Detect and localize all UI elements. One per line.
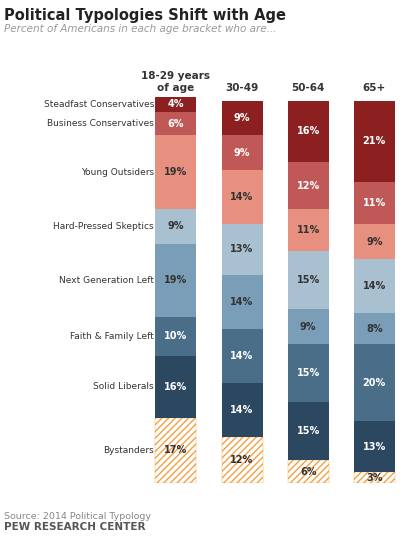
Text: Steadfast Conservatives: Steadfast Conservatives: [44, 100, 154, 109]
Text: Next Generation Left: Next Generation Left: [59, 276, 154, 285]
Bar: [288, 162, 329, 209]
Text: 21%: 21%: [363, 136, 386, 146]
Text: 4%: 4%: [168, 99, 184, 110]
Bar: [354, 471, 395, 483]
Text: 15%: 15%: [297, 368, 320, 378]
Text: 11%: 11%: [363, 198, 386, 208]
Text: 3%: 3%: [366, 473, 383, 483]
Bar: [288, 460, 329, 483]
Bar: [221, 329, 262, 383]
Text: 9%: 9%: [366, 237, 383, 246]
Text: 12%: 12%: [297, 180, 320, 191]
Text: 13%: 13%: [363, 441, 386, 452]
Bar: [155, 112, 197, 135]
Text: 12%: 12%: [231, 455, 254, 465]
Text: 14%: 14%: [231, 296, 254, 307]
Text: 11%: 11%: [297, 225, 320, 235]
Text: Business Conservatives: Business Conservatives: [47, 119, 154, 128]
Bar: [288, 309, 329, 344]
Bar: [288, 344, 329, 402]
Text: Source: 2014 Political Typology: Source: 2014 Political Typology: [4, 512, 151, 521]
Bar: [354, 182, 395, 224]
Bar: [155, 135, 197, 209]
Text: 10%: 10%: [164, 331, 187, 342]
Text: Bystanders: Bystanders: [103, 446, 154, 455]
Text: 9%: 9%: [300, 322, 316, 332]
Bar: [354, 259, 395, 313]
Text: 8%: 8%: [366, 324, 383, 333]
Text: 14%: 14%: [231, 351, 254, 361]
Text: 9%: 9%: [234, 148, 250, 158]
Bar: [221, 437, 262, 483]
Text: 13%: 13%: [231, 244, 254, 255]
Bar: [288, 100, 329, 162]
Bar: [221, 437, 262, 483]
Bar: [221, 170, 262, 224]
Text: 14%: 14%: [231, 405, 254, 415]
Text: 16%: 16%: [164, 382, 187, 391]
Bar: [354, 344, 395, 422]
Text: 20%: 20%: [363, 378, 386, 388]
Text: 16%: 16%: [297, 126, 320, 136]
Bar: [155, 355, 197, 418]
Bar: [221, 274, 262, 329]
Text: 65+: 65+: [363, 83, 386, 93]
Text: Solid Liberals: Solid Liberals: [93, 382, 154, 391]
Bar: [155, 244, 197, 317]
Text: 9%: 9%: [234, 113, 250, 123]
Bar: [221, 135, 262, 170]
Bar: [354, 313, 395, 344]
Bar: [288, 209, 329, 251]
Bar: [155, 418, 197, 483]
Text: 19%: 19%: [164, 167, 187, 177]
Bar: [155, 317, 197, 355]
Bar: [155, 97, 197, 112]
Bar: [288, 460, 329, 483]
Bar: [354, 100, 395, 182]
Bar: [221, 100, 262, 135]
Text: 18-29 years
of age: 18-29 years of age: [142, 71, 210, 93]
Bar: [354, 471, 395, 483]
Text: 9%: 9%: [168, 221, 184, 231]
Text: Hard-Pressed Skeptics: Hard-Pressed Skeptics: [53, 222, 154, 231]
Bar: [354, 422, 395, 471]
Bar: [354, 224, 395, 259]
Text: 14%: 14%: [363, 281, 386, 291]
Text: Young Outsiders: Young Outsiders: [81, 168, 154, 177]
Text: 14%: 14%: [231, 192, 254, 202]
Text: Political Typologies Shift with Age: Political Typologies Shift with Age: [4, 8, 286, 23]
Bar: [221, 383, 262, 437]
Text: 19%: 19%: [164, 275, 187, 285]
Text: 50-64: 50-64: [291, 83, 325, 93]
Text: 6%: 6%: [168, 119, 184, 129]
Bar: [288, 251, 329, 309]
Text: PEW RESEARCH CENTER: PEW RESEARCH CENTER: [4, 521, 146, 532]
Text: 17%: 17%: [164, 445, 187, 455]
Text: 15%: 15%: [297, 275, 320, 285]
Text: Faith & Family Left: Faith & Family Left: [70, 332, 154, 341]
Bar: [288, 402, 329, 460]
Text: 30-49: 30-49: [226, 83, 259, 93]
Text: 6%: 6%: [300, 467, 316, 477]
Bar: [155, 418, 197, 483]
Text: Percent of Americans in each age bracket who are...: Percent of Americans in each age bracket…: [4, 24, 277, 34]
Bar: [221, 224, 262, 274]
Bar: [155, 209, 197, 244]
Text: 15%: 15%: [297, 426, 320, 436]
